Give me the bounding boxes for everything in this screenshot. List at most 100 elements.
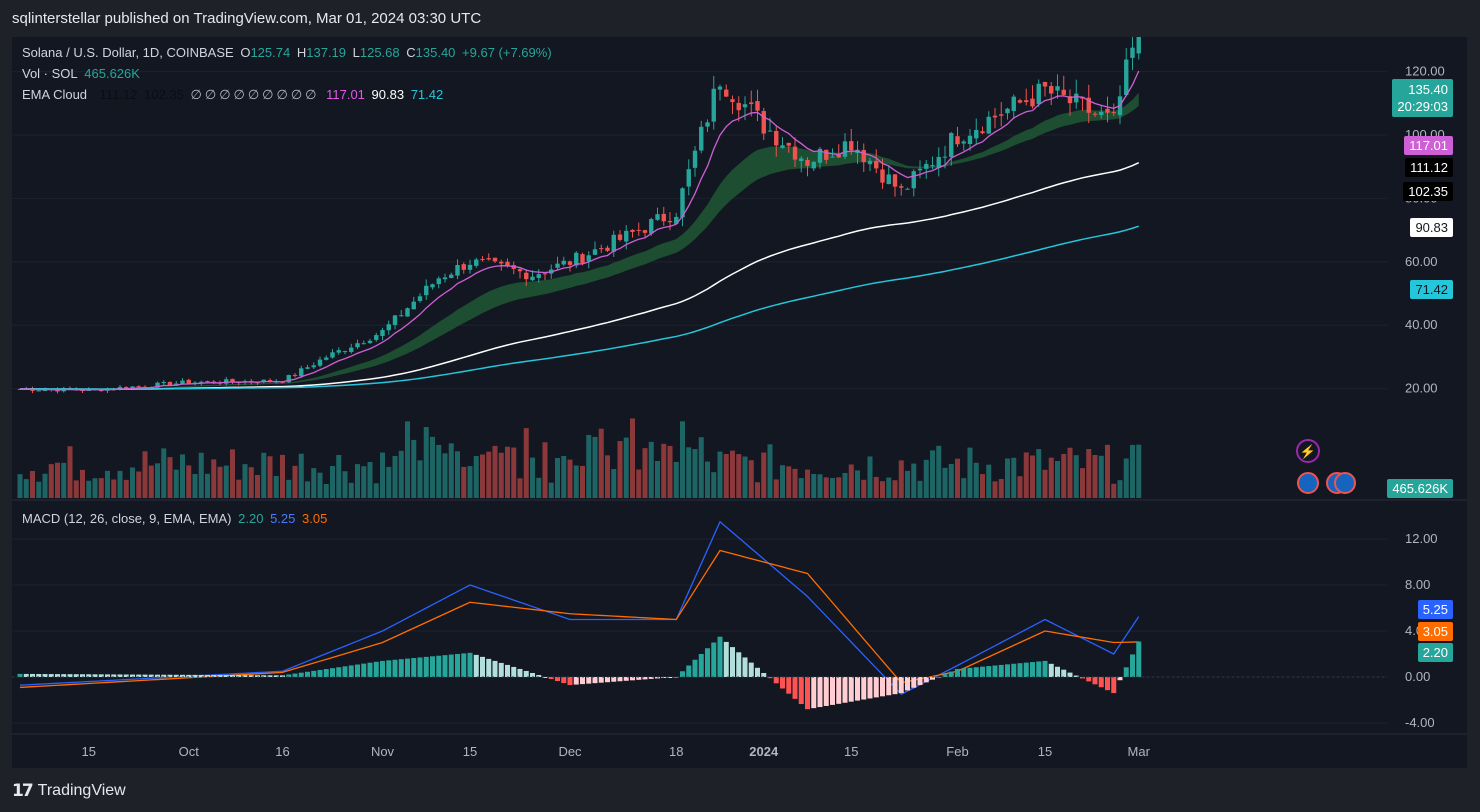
- macd-histogram-bar: [136, 674, 142, 677]
- macd-legend[interactable]: MACD (12, 26, close, 9, EMA, EMA) 2.20 5…: [22, 511, 330, 526]
- tradingview-logo[interactable]: 17: [12, 781, 34, 801]
- volume-bar: [230, 449, 235, 498]
- tradingview-brand[interactable]: TradingView: [37, 782, 126, 799]
- volume-bar: [773, 479, 779, 498]
- price-chart-svg[interactable]: 140.00120.00100.0080.0060.0040.0020.0012…: [12, 37, 1467, 768]
- macd-histogram-bar: [405, 658, 410, 677]
- candle-body: [324, 357, 329, 360]
- macd-histogram-bar: [867, 677, 873, 699]
- ema-fast-line: [19, 70, 1140, 391]
- hidden-plot-icon[interactable]: ∅: [276, 87, 288, 102]
- footer[interactable]: 17 TradingView: [12, 780, 126, 802]
- volume-bar: [1117, 480, 1123, 498]
- candle-body: [630, 229, 635, 232]
- volume-bar: [186, 465, 192, 498]
- macd-histogram-bar: [711, 642, 717, 677]
- volume-bar: [473, 456, 479, 498]
- volume-bar: [830, 478, 835, 498]
- macd-histogram-bar: [736, 652, 742, 677]
- volume-bar: [898, 460, 904, 498]
- hidden-plot-icon[interactable]: ∅: [290, 87, 303, 102]
- candle-body: [974, 129, 979, 139]
- hidden-plot-icon[interactable]: ∅: [262, 87, 274, 102]
- macd-histogram-bar: [436, 655, 442, 677]
- volume-bar: [398, 450, 404, 498]
- macd-histogram-bar: [130, 674, 135, 677]
- ema-legend[interactable]: EMA Cloud 111.12 102.35 ∅ ∅ ∅ ∅ ∅ ∅ ∅ ∅ ∅ 117.01…: [22, 87, 446, 103]
- volume-bar: [1080, 468, 1085, 498]
- macd-histogram-bar: [186, 674, 192, 677]
- volume-legend[interactable]: Vol · SOL 465.626K: [22, 66, 143, 81]
- macd-histogram-bar: [348, 665, 354, 677]
- candle-body: [767, 130, 773, 132]
- hidden-plot-icon[interactable]: ∅: [219, 87, 231, 102]
- macd-histogram-bar: [1030, 662, 1035, 677]
- macd-histogram-bar: [536, 674, 542, 677]
- volume-bar: [942, 467, 948, 498]
- candle-body: [530, 276, 535, 281]
- volume-bar: [930, 450, 935, 498]
- candle-body: [636, 229, 641, 231]
- candle-body: [1011, 96, 1016, 111]
- candle-body: [1092, 113, 1098, 115]
- symbol-legend[interactable]: Solana / U.S. Dollar, 1D, COINBASE O125.…: [22, 45, 555, 60]
- candle-body: [886, 174, 891, 185]
- candle-body: [911, 171, 916, 189]
- hidden-plot-icon[interactable]: ∅: [190, 87, 202, 102]
- candle-body: [1136, 37, 1141, 54]
- macd-histogram-bar: [623, 677, 629, 681]
- macd-histogram-bar: [492, 660, 498, 677]
- volume-bar: [855, 470, 860, 498]
- candle-body: [961, 141, 966, 144]
- hidden-plot-icon[interactable]: ∅: [204, 87, 217, 102]
- volume-bar: [211, 459, 217, 498]
- candle-body: [355, 343, 360, 348]
- macd-histogram-bar: [92, 674, 98, 677]
- macd-histogram-bar: [823, 677, 829, 706]
- candle-body: [342, 351, 348, 353]
- volume-bar: [548, 482, 554, 498]
- macd-histogram-bar: [1036, 661, 1042, 677]
- hidden-plot-icon[interactable]: ∅: [247, 87, 260, 102]
- candle-body: [1042, 81, 1048, 87]
- candle-body: [424, 285, 429, 296]
- time-axis-label: 16: [275, 744, 289, 759]
- macd-histogram-bar: [80, 674, 85, 677]
- candle-body: [536, 274, 541, 278]
- candle-body: [605, 247, 610, 251]
- volume-bar: [236, 479, 242, 498]
- macd-histogram-bar: [992, 665, 998, 677]
- candle-body: [824, 149, 829, 160]
- candle-body: [817, 148, 823, 163]
- volume-bar: [117, 470, 123, 498]
- candle-body: [874, 160, 879, 169]
- volume-bar: [111, 479, 117, 498]
- candle-body: [949, 133, 954, 157]
- chart-area[interactable]: 140.00120.00100.0080.0060.0040.0020.0012…: [12, 37, 1467, 768]
- volume-bar: [623, 437, 629, 498]
- volume-bar: [530, 457, 535, 498]
- hidden-plot-icon[interactable]: ∅: [233, 87, 245, 102]
- volume-bar: [417, 460, 423, 498]
- macd-histogram-bar: [411, 658, 417, 677]
- volume-bar: [23, 479, 29, 498]
- volume-bar: [242, 464, 248, 498]
- candle-body: [517, 269, 523, 272]
- candle-body: [699, 126, 704, 151]
- volume-bar: [880, 481, 885, 498]
- hidden-plot-icon[interactable]: ∅: [305, 87, 317, 102]
- macd-histogram-bar: [180, 674, 185, 677]
- volume-bar: [173, 469, 179, 498]
- candle-body: [117, 386, 123, 390]
- ema-value-1: 111.12: [99, 87, 138, 102]
- macd-histogram-bar: [730, 647, 735, 677]
- candle-body: [761, 111, 766, 134]
- volume-bar: [867, 456, 873, 498]
- candle-body: [317, 359, 323, 366]
- macd-histogram-bar: [861, 677, 867, 700]
- volume-bar: [517, 478, 523, 498]
- macd-histogram-bar: [605, 677, 610, 683]
- time-axis-label: 15: [463, 744, 477, 759]
- candle-body: [1074, 93, 1079, 103]
- candle-body: [392, 315, 398, 325]
